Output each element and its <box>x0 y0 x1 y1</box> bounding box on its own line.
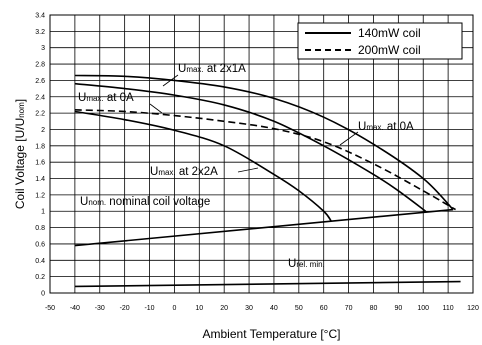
leader-0a-left <box>149 103 163 114</box>
series-line-2 <box>74 110 332 222</box>
x-tick-label: -10 <box>144 305 154 312</box>
annotation-umax-0a-left: Umax. at 0A <box>78 92 134 104</box>
x-tick-label: 0 <box>172 305 176 312</box>
series-line-0 <box>74 74 454 211</box>
leader-0a-right <box>339 131 359 146</box>
x-tick-label: 20 <box>220 305 228 312</box>
series-line-3 <box>74 109 456 211</box>
x-tick-label: 50 <box>295 305 303 312</box>
plot-area <box>50 15 473 293</box>
y-tick-label: 2 <box>41 127 45 134</box>
leader-2x2a <box>237 167 259 173</box>
y-tick-label: 1.8 <box>35 143 45 150</box>
y-tick-label: 2.8 <box>35 62 45 69</box>
x-tick-label: 110 <box>443 305 454 312</box>
annotation-umax-0a-right: Umax. at 0A <box>358 121 414 133</box>
x-tick-label: -40 <box>70 305 80 312</box>
series-lines <box>74 74 461 288</box>
y-tick-label: 0.8 <box>35 225 45 232</box>
x-tick-label: 30 <box>245 305 253 312</box>
x-tick-label: 80 <box>370 305 378 312</box>
series-line-5 <box>74 280 461 288</box>
x-tick-labels: -50 -40 -30 -20 -10 0 10 20 30 40 50 60 70 80 90 100 110… <box>45 305 479 312</box>
y-tick-label: 1 <box>41 209 45 216</box>
legend: 140mW coil 200mW coil <box>297 22 463 60</box>
legend-label-140mw: 140mW coil <box>358 26 421 40</box>
x-axis-title: Ambient Temperature [°C] <box>203 327 341 341</box>
annotation-leaders <box>149 74 359 173</box>
x-tick-label: 40 <box>270 305 278 312</box>
x-tick-label: 90 <box>394 305 402 312</box>
annotation-unom: Unom. nominal coil voltage <box>80 196 210 208</box>
x-tick-label: 10 <box>195 305 203 312</box>
y-tick-label: 0.2 <box>35 274 45 281</box>
series-line-4 <box>74 208 454 247</box>
x-tick-label: -50 <box>45 305 55 312</box>
plot-frame <box>49 14 474 294</box>
y-tick-label: 3.2 <box>35 29 45 36</box>
leader-2x1a <box>162 74 179 87</box>
y-tick-label: 2.2 <box>35 111 45 118</box>
y-tick-label: 0 <box>41 291 45 298</box>
y-tick-label: 1.2 <box>35 192 45 199</box>
y-tick-label: 2.6 <box>35 78 45 85</box>
legend-box <box>297 22 463 60</box>
y-tick-label: 3 <box>41 45 45 52</box>
y-tick-label: 1.6 <box>35 160 45 167</box>
annotation-umax-2x1a: Umax. at 2x1A <box>178 63 246 75</box>
x-tick-label: 70 <box>345 305 353 312</box>
annotation-urel-min: Urel. min. <box>288 258 325 270</box>
y-tick-label: 3.4 <box>35 13 45 20</box>
series-line-1 <box>74 82 427 212</box>
x-tick-label: -30 <box>95 305 105 312</box>
y-tick-label: 0.4 <box>35 258 45 265</box>
legend-label-200mw: 200mW coil <box>358 43 421 57</box>
x-tick-label: 120 <box>467 305 479 312</box>
x-tick-label: 60 <box>320 305 328 312</box>
annotation-umax-2x2a: Umax. at 2x2A <box>150 166 218 178</box>
y-tick-label: 0.6 <box>35 241 45 248</box>
x-tick-label: 100 <box>417 305 429 312</box>
y-tick-label: 2.4 <box>35 94 45 101</box>
y-axis-title: Coil Voltage [U/Unom] <box>13 99 27 209</box>
y-tick-labels: 0 0.2 0.4 0.6 0.8 1 1.2 1.4 1.6 1.8 2 2.2 2.4 2.6 2.8 3… <box>35 13 45 298</box>
y-tick-label: 1.4 <box>35 176 45 183</box>
x-tick-label: -20 <box>120 305 130 312</box>
